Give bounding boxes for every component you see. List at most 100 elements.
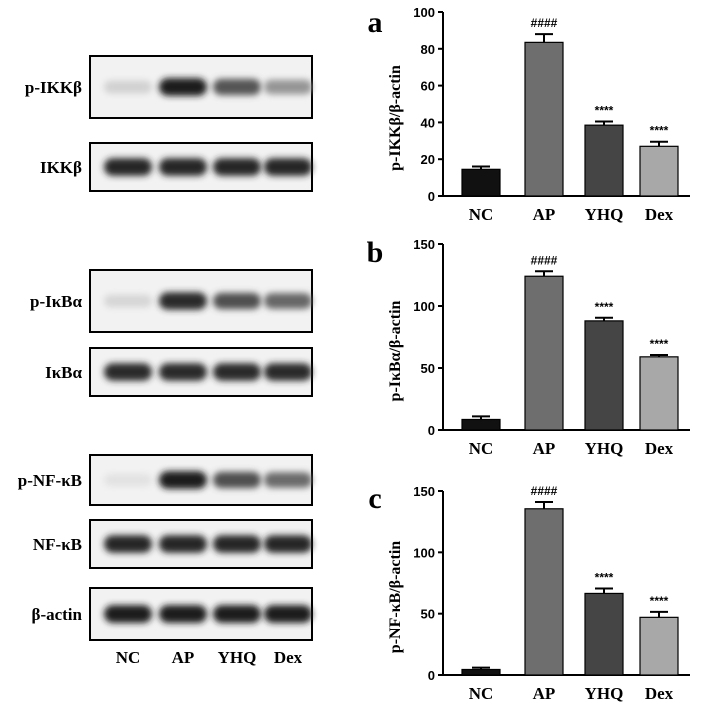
- blot-label-beta-actin: β-actin: [31, 605, 82, 624]
- y-tick-label: 100: [413, 5, 435, 20]
- category-label-dex: Dex: [645, 439, 674, 458]
- blot-band-yhq: [213, 292, 261, 310]
- bar-dex: [639, 616, 679, 676]
- blot-band-nc: [104, 294, 152, 308]
- blot-band-nc: [104, 363, 152, 381]
- blot-label-p-ikappabalpha: p-IκBα: [30, 292, 83, 311]
- category-label-ap: AP: [533, 439, 556, 458]
- y-tick-label: 100: [413, 299, 435, 314]
- bar-ap: [524, 508, 564, 676]
- blot-band-nc: [104, 535, 152, 553]
- category-label-nc: NC: [469, 205, 494, 224]
- y-tick-label: 40: [421, 115, 435, 130]
- chart-panel-c: c p-NF-κB/β-actin 0 50 100 150 NC #### AP **** YHQ…: [368, 482, 690, 703]
- lane-label-dex: Dex: [274, 648, 303, 667]
- bar-yhq: [584, 124, 624, 197]
- blot-band-ap: [159, 292, 207, 310]
- blot-row-ikappabalpha: IκBα: [45, 347, 313, 397]
- blot-row-ikkbeta: IKKβ: [40, 142, 313, 192]
- bar-dex: [639, 356, 679, 431]
- lane-label-yhq: YHQ: [218, 648, 257, 667]
- bar-charts: a p-IKKβ/β-actin 0 20 40 60 80 100 NC #### AP **** Y…: [367, 5, 690, 703]
- y-tick-label: 60: [421, 79, 435, 94]
- significance-label: ****: [650, 594, 669, 608]
- category-label-dex: Dex: [645, 205, 674, 224]
- category-label-nc: NC: [469, 439, 494, 458]
- blot-band-dex: [264, 605, 312, 623]
- y-axis-label: p-NF-κB/β-actin: [387, 541, 404, 654]
- blot-band-yhq: [213, 605, 261, 623]
- panel-letter: c: [368, 482, 381, 515]
- blot-band-nc: [104, 80, 152, 94]
- y-tick-label: 20: [421, 152, 435, 167]
- panel-letter: a: [368, 6, 383, 39]
- category-label-ap: AP: [533, 205, 556, 224]
- y-tick-label: 150: [413, 237, 435, 252]
- blot-band-ap: [159, 78, 207, 96]
- panel-letter: b: [367, 236, 384, 269]
- significance-label: ****: [595, 103, 614, 117]
- blot-band-yhq: [213, 158, 261, 176]
- category-label-ap: AP: [533, 684, 556, 703]
- blot-label-nf-kappab: NF-κB: [33, 535, 82, 554]
- y-tick-label: 80: [421, 42, 435, 57]
- blot-band-yhq: [213, 363, 261, 381]
- blot-band-dex: [264, 293, 312, 309]
- lane-label-nc: NC: [116, 648, 141, 667]
- y-tick-label: 0: [428, 668, 435, 683]
- category-label-dex: Dex: [645, 684, 674, 703]
- blot-row-nf-kappab: NF-κB: [33, 519, 313, 569]
- y-tick-label: 0: [428, 423, 435, 438]
- blot-band-ap: [159, 605, 207, 623]
- blot-label-ikappabalpha: IκBα: [45, 363, 82, 382]
- blot-band-nc: [104, 605, 152, 623]
- significance-label: ####: [531, 253, 558, 267]
- blot-band-dex: [264, 472, 312, 488]
- bar-nc: [461, 168, 501, 197]
- y-tick-label: 100: [413, 545, 435, 560]
- category-label-yhq: YHQ: [585, 205, 624, 224]
- blot-band-dex: [264, 79, 312, 95]
- significance-label: ****: [595, 571, 614, 585]
- blot-band-ap: [159, 363, 207, 381]
- bar-nc: [461, 668, 501, 676]
- blot-row-p-ikappabalpha: p-IκBα: [30, 269, 313, 333]
- significance-label: ****: [650, 124, 669, 138]
- bar-yhq: [584, 320, 624, 431]
- y-tick-label: 0: [428, 189, 435, 204]
- blot-band-dex: [264, 158, 312, 176]
- category-label-yhq: YHQ: [585, 439, 624, 458]
- blot-band-dex: [264, 535, 312, 553]
- y-tick-label: 50: [421, 361, 435, 376]
- blot-label-ikkbeta: IKKβ: [40, 158, 82, 177]
- blot-band-dex: [264, 363, 312, 381]
- blot-band-ap: [159, 535, 207, 553]
- significance-label: ****: [650, 337, 669, 351]
- category-label-nc: NC: [469, 684, 494, 703]
- bar-yhq: [584, 592, 624, 676]
- chart-panel-b: b p-IκBα/β-actin 0 50 100 150 NC #### AP **** YHQ *…: [367, 236, 690, 458]
- blot-band-nc: [104, 158, 152, 176]
- blot-row-p-ikkbeta: p-IKKβ: [25, 55, 313, 119]
- category-label-yhq: YHQ: [585, 684, 624, 703]
- blot-row-beta-actin: β-actin: [31, 587, 313, 641]
- bar-ap: [524, 275, 564, 431]
- y-tick-label: 150: [413, 484, 435, 499]
- y-axis-label: p-IκBα/β-actin: [387, 300, 404, 401]
- blot-label-p-ikkbeta: p-IKKβ: [25, 78, 82, 97]
- blot-band-yhq: [213, 78, 261, 96]
- bar-nc: [461, 418, 501, 431]
- y-axis-label: p-IKKβ/β-actin: [387, 65, 404, 171]
- blot-label-p-nf-kappab: p-NF-κB: [18, 471, 82, 490]
- blot-band-ap: [159, 471, 207, 489]
- blot-row-p-nf-kappab: p-NF-κB: [18, 454, 313, 506]
- blot-band-ap: [159, 158, 207, 176]
- significance-label: ****: [595, 300, 614, 314]
- western-blot-panel: p-IKKβ IKKβ p-IκBα IκBα p-NF-κB NF-κB β-actin N…: [18, 55, 313, 667]
- significance-label: ####: [531, 16, 558, 30]
- y-tick-label: 50: [421, 607, 435, 622]
- bar-dex: [639, 145, 679, 197]
- blot-band-yhq: [213, 535, 261, 553]
- chart-panel-a: a p-IKKβ/β-actin 0 20 40 60 80 100 NC #### AP **** Y…: [368, 5, 690, 224]
